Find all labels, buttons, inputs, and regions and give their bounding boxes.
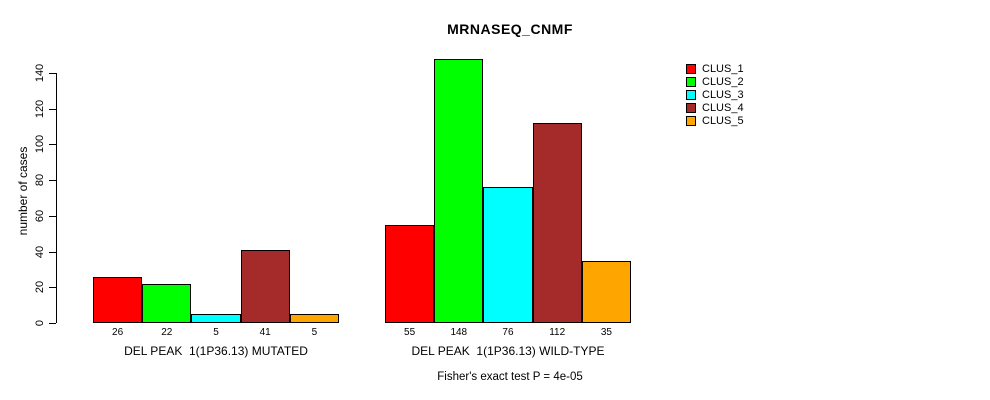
group-label: DEL PEAK 1(1P36.13) WILD-TYPE [411,344,605,358]
bar-clus_5 [581,260,631,323]
y-axis-label: number of cases [16,146,30,236]
bar-clus_2 [142,283,192,323]
y-tick-label: 100 [34,135,46,154]
legend-label: CLUS_2 [702,75,744,88]
y-tick [49,215,56,217]
legend-item-clus_4: CLUS_4 [686,102,744,115]
bar-value-label: 41 [259,327,271,338]
bar-value-label: 26 [112,327,124,338]
legend-swatch-icon [686,76,696,87]
y-tick [49,251,56,253]
y-tick [49,73,56,74]
legend-swatch-icon [686,63,696,74]
y-tick-label: 120 [34,99,46,118]
bar-clus_1 [385,224,435,323]
bar-clus_3 [483,187,533,323]
y-tick [49,144,56,146]
legend-swatch-icon [686,116,696,127]
y-tick-label: 0 [34,319,46,327]
y-axis-line [56,73,57,323]
bar-value-label: 76 [502,327,514,338]
bar-value-label: 148 [450,327,468,338]
legend-label: CLUS_4 [702,102,744,115]
bar-clus_4 [240,249,290,323]
legend-swatch-icon [686,103,696,114]
bar-clus_4 [532,123,582,323]
legend-label: CLUS_3 [702,88,744,101]
bar-value-label: 112 [549,327,566,338]
y-tick-label: 40 [34,245,46,258]
bar-clus_1 [93,276,143,323]
group-label: DEL PEAK 1(1P36.13) MUTATED [124,344,308,358]
bar-clus_3 [191,314,241,323]
legend-item-clus_3: CLUS_3 [686,88,744,101]
y-tick [49,108,56,110]
y-tick-label: 80 [34,174,46,187]
y-tick-label: 20 [34,281,46,294]
legend: CLUS_1 CLUS_2 CLUS_3 CLUS_4 CLUS_5 [686,62,744,128]
bar-value-label: 35 [600,327,612,338]
y-tick-label: 60 [34,209,46,222]
legend-label: CLUS_5 [702,115,744,128]
bar-value-label: 5 [311,327,318,338]
legend-item-clus_2: CLUS_2 [686,75,744,88]
bar-clus_2 [434,58,484,323]
bar-value-label: 22 [161,327,173,338]
y-tick [49,180,56,182]
legend-swatch-icon [686,89,696,100]
chart-title: MRNASEQ_CNMF [447,21,573,37]
legend-label: CLUS_1 [702,62,744,75]
bar-value-label: 5 [213,327,219,338]
legend-item-clus_5: CLUS_5 [686,115,744,128]
fisher-annotation: Fisher's exact test P = 4e-05 [437,371,583,383]
y-tick [49,287,56,289]
bar-clus_5 [289,314,339,323]
legend-item-clus_1: CLUS_1 [686,62,744,75]
y-tick-label: 140 [34,63,46,83]
bar-value-label: 55 [404,327,416,338]
y-tick [49,323,56,324]
